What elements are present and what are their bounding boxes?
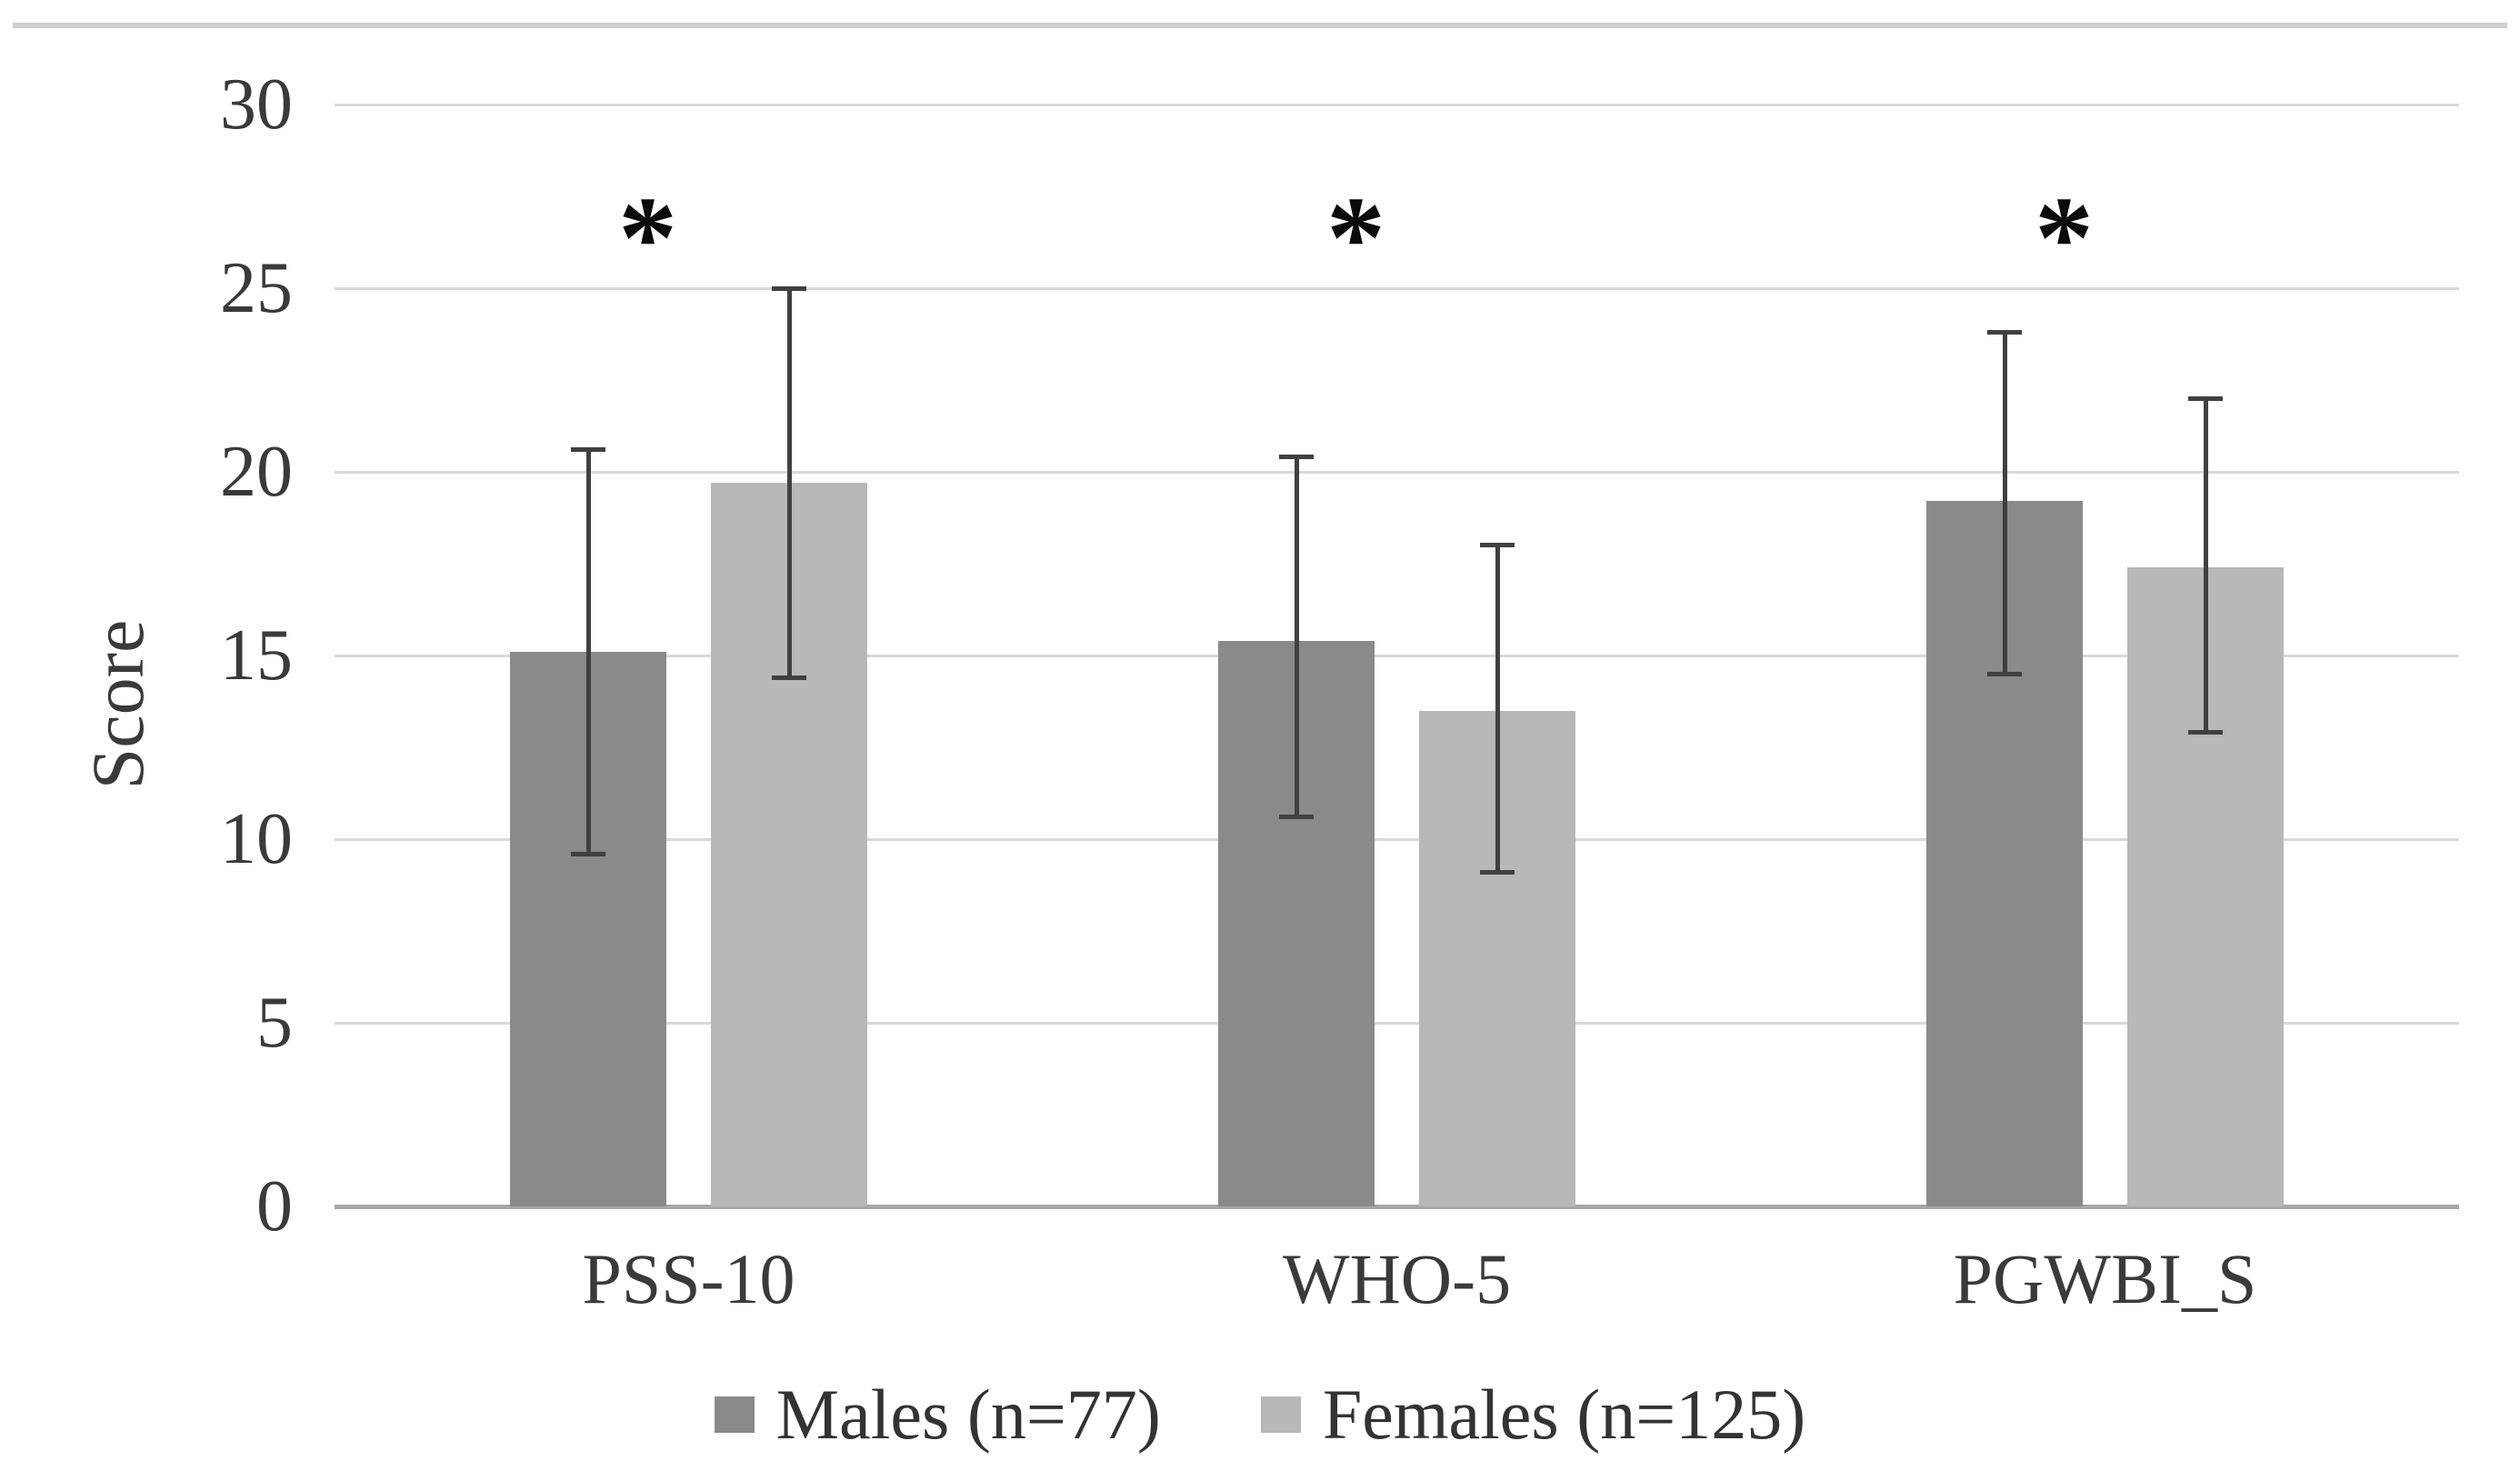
- error-cap-bottom-females-n-125-pgwbi-s: [2188, 730, 2223, 735]
- gridline-y-0: [335, 1205, 2459, 1209]
- error-cap-top-females-n-125-who-5: [1480, 543, 1515, 548]
- error-bar-females-n-125-who-5: [1495, 545, 1500, 873]
- y-tick-label-5: 5: [256, 983, 293, 1063]
- error-cap-bottom-males-n-77-pgwbi-s: [1987, 671, 2022, 676]
- error-cap-top-males-n-77-pss-10: [571, 447, 605, 453]
- significance-asterisk-pgwbi-s: *: [2035, 173, 2094, 305]
- error-cap-top-females-n-125-pgwbi-s: [2188, 395, 2223, 401]
- legend: Males (n=77) Females (n=125): [0, 1371, 2520, 1458]
- y-tick-label-0: 0: [256, 1166, 293, 1246]
- legend-label: Females (n=125): [1322, 1375, 1806, 1454]
- legend-item-males-n-77: Males (n=77): [714, 1371, 1161, 1458]
- y-tick-label-20: 20: [220, 432, 293, 512]
- legend-item-females-n-125: Females (n=125): [1260, 1371, 1806, 1458]
- gridline-y-30: [335, 104, 2459, 106]
- gridline-y-25: [335, 287, 2459, 290]
- error-bar-males-n-77-pss-10: [585, 449, 591, 855]
- gridline-y-15: [335, 655, 2459, 657]
- x-category-label-who-5: WHO-5: [1282, 1239, 1512, 1318]
- error-bar-males-n-77-pgwbi-s: [2002, 332, 2007, 675]
- gridline-y-5: [335, 1022, 2459, 1025]
- error-bar-males-n-77-who-5: [1294, 456, 1299, 817]
- error-bar-females-n-125-pgwbi-s: [2203, 398, 2208, 733]
- y-tick-label-30: 30: [220, 65, 293, 145]
- error-cap-bottom-females-n-125-pss-10: [772, 675, 806, 680]
- gridline-y-20: [335, 471, 2459, 474]
- legend-swatch-icon: [714, 1396, 755, 1433]
- error-cap-top-females-n-125-pss-10: [772, 285, 806, 291]
- legend-swatch-icon: [1260, 1396, 1301, 1433]
- figure-top-rule: [13, 23, 2507, 28]
- significance-asterisk-who-5: *: [1326, 173, 1385, 305]
- y-tick-label-15: 15: [220, 615, 293, 695]
- error-cap-bottom-males-n-77-pss-10: [571, 851, 605, 856]
- error-cap-top-males-n-77-who-5: [1279, 455, 1314, 460]
- legend-label: Males (n=77): [775, 1375, 1161, 1454]
- plot-area: [335, 104, 2459, 1209]
- significance-asterisk-pss-10: *: [618, 173, 677, 305]
- y-tick-label-25: 25: [220, 248, 293, 328]
- gridline-y-10: [335, 838, 2459, 841]
- x-category-label-pgwbi-s: PGWBI_S: [1953, 1239, 2257, 1318]
- error-cap-bottom-males-n-77-who-5: [1279, 815, 1314, 820]
- x-category-label-pss-10: PSS-10: [582, 1239, 795, 1318]
- y-tick-label-10: 10: [220, 799, 293, 879]
- error-cap-top-males-n-77-pgwbi-s: [1987, 329, 2022, 335]
- error-bar-females-n-125-pss-10: [786, 288, 792, 678]
- error-cap-bottom-females-n-125-who-5: [1480, 869, 1515, 875]
